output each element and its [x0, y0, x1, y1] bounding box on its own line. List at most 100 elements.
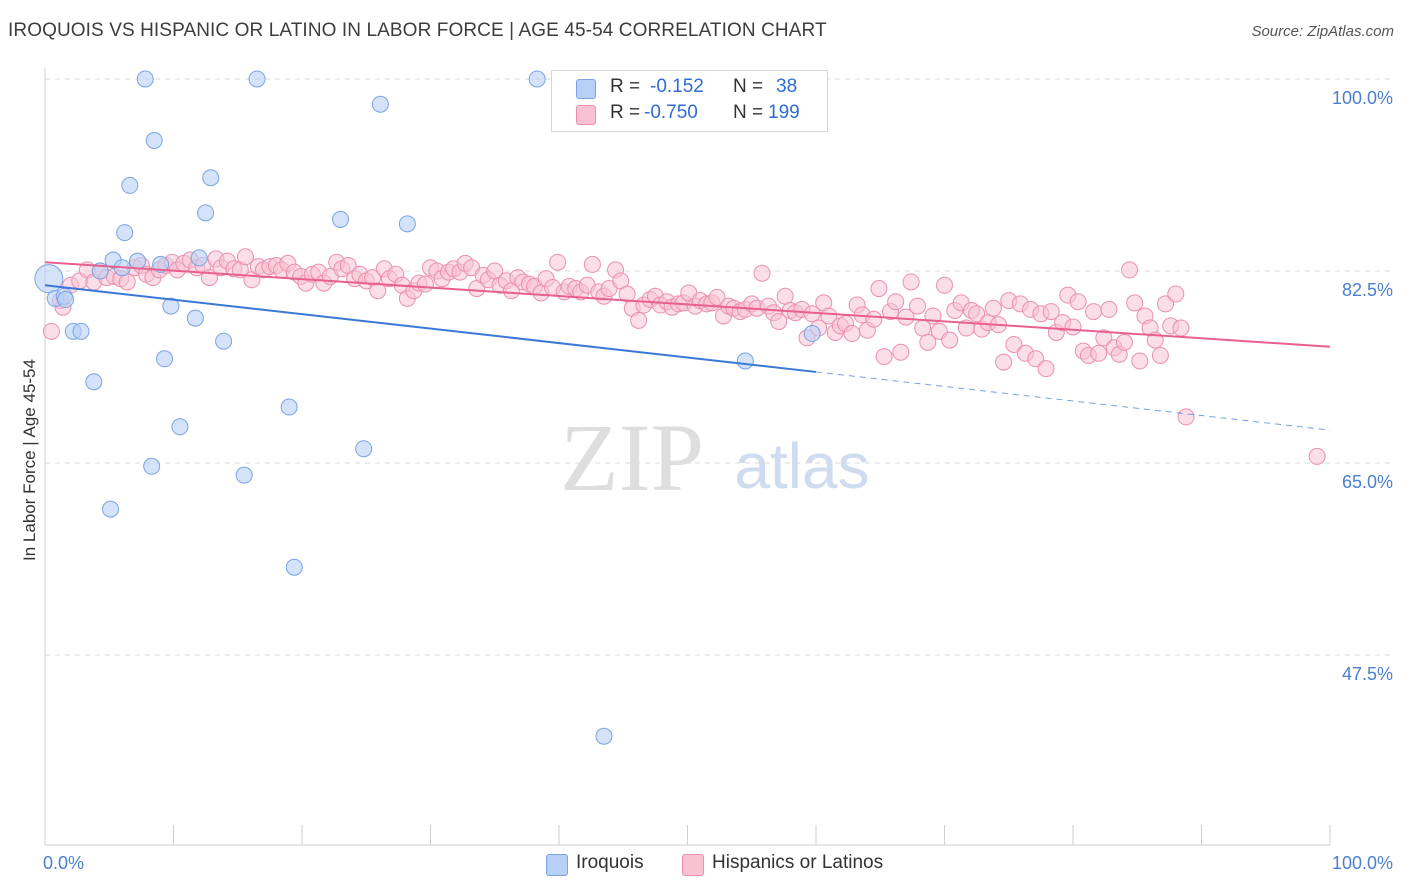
bottom-legend-iroquois-label: Iroquois — [576, 852, 644, 873]
legend-r-label: R = — [610, 102, 641, 123]
iroquois-point — [202, 169, 220, 187]
hispanic-point — [1064, 318, 1082, 336]
source-label: Source: ZipAtlas.com — [1251, 23, 1394, 40]
hispanic-point — [984, 299, 1002, 317]
iroquois-point — [152, 255, 170, 273]
hispanic-point — [936, 276, 953, 294]
iroquois-swatch — [576, 79, 596, 99]
hispanic-point — [708, 288, 726, 306]
hispanic-point — [887, 293, 905, 311]
hispanic-point — [843, 325, 861, 343]
y-tick-label: 82.5% — [1342, 280, 1393, 300]
iroquois-point — [355, 440, 373, 458]
iroquois-point — [190, 249, 208, 267]
iroquois-point — [215, 332, 233, 350]
iroquois-point — [280, 398, 298, 416]
hispanic-point — [1157, 295, 1175, 313]
iroquois-point — [116, 224, 134, 242]
y-tick-label: 47.5% — [1342, 664, 1393, 684]
legend-r-value: -0.152 — [650, 76, 704, 97]
hispanic-point — [1151, 346, 1169, 364]
iroquois-point — [595, 727, 613, 745]
y-tick-label: 100.0% — [1332, 88, 1393, 108]
iroquois-point — [398, 215, 416, 233]
hispanic-point — [820, 307, 838, 325]
legend-r-label: R = — [610, 76, 641, 97]
hispanic-point — [892, 343, 910, 361]
hispanic-point — [583, 255, 601, 273]
hispanic-point — [1005, 336, 1023, 354]
hispanic-point — [1037, 360, 1055, 378]
hispanic-point — [549, 253, 567, 271]
hispanic-point — [1167, 285, 1185, 303]
iroquois-points — [34, 70, 821, 745]
chart-title: IROQUOIS VS HISPANIC OR LATINO IN LABOR … — [8, 20, 827, 41]
iroquois-point — [371, 95, 389, 113]
hispanic-point — [1115, 333, 1133, 351]
hispanic-point — [897, 308, 915, 326]
hispanic-point — [1308, 447, 1326, 465]
hispanic-point — [1131, 352, 1149, 370]
legend-n-value: 38 — [776, 76, 798, 97]
hispanic-point — [865, 310, 883, 328]
hispanic-point — [776, 287, 794, 305]
legend-r-value: -0.750 — [644, 102, 698, 123]
hispanic-point — [941, 331, 959, 349]
iroquois-point — [129, 252, 147, 270]
iroquois-point — [332, 210, 350, 228]
iroquois-point — [736, 352, 754, 370]
hispanic-point — [968, 305, 986, 323]
hispanic-point — [902, 273, 920, 291]
hispanic-point — [1027, 350, 1045, 368]
hispanic-point — [870, 280, 888, 298]
hispanic-point — [1042, 303, 1060, 321]
iroquois-point — [121, 176, 139, 194]
hispanic-point — [42, 322, 60, 340]
hispanic-point — [995, 353, 1013, 371]
watermark-zip: ZIP — [560, 404, 704, 511]
x-tick-label: 100.0% — [1332, 853, 1393, 873]
iroquois-point — [145, 131, 163, 149]
legend-n-label: N = — [733, 76, 764, 97]
hispanic-point — [875, 348, 893, 366]
hispanic-point — [416, 275, 434, 293]
iroquois-point — [34, 264, 64, 294]
hispanic-point — [630, 311, 648, 329]
legend-n-value: 199 — [768, 102, 800, 123]
hispanic-point — [919, 333, 937, 351]
trend-lines — [44, 261, 1331, 431]
bottom-legend-hispanic-label: Hispanics or Latinos — [712, 852, 884, 873]
iroquois-swatch — [546, 854, 568, 876]
x-tick-label: 0.0% — [43, 853, 84, 873]
bottom-legend: Iroquois Hispanics or Latinos — [0, 852, 1406, 878]
tick-labels: 47.5% 65.0% 82.5% 100.0% 0.0% 100.0% — [43, 88, 1393, 873]
iroquois-point — [171, 418, 189, 436]
legend-box: R = -0.152 N = 38 R = -0.750 N = 199 — [551, 70, 828, 132]
hispanic-trend-line — [44, 261, 1331, 348]
legend-n-label: N = — [733, 102, 764, 123]
hispanic-point — [1172, 319, 1190, 337]
iroquois-point — [803, 325, 821, 343]
iroquois-point — [162, 297, 180, 315]
hispanic-point — [1095, 329, 1113, 347]
hispanic-point — [770, 312, 788, 330]
hispanic-point — [1177, 408, 1195, 426]
iroquois-point — [285, 558, 303, 576]
hispanic-point — [1090, 344, 1108, 362]
iroquois-point — [235, 466, 253, 484]
watermark: ZIP atlas — [560, 404, 870, 511]
iroquois-point — [102, 500, 120, 518]
iroquois-point — [528, 70, 546, 88]
hispanic-swatch — [576, 105, 596, 125]
hispanic-point — [1085, 303, 1103, 321]
iroquois-point — [85, 373, 103, 391]
hispanic-point — [369, 282, 387, 300]
iroquois-point — [186, 309, 204, 327]
iroquois-trend-extension — [815, 371, 1331, 431]
grid-lines — [45, 78, 1395, 656]
iroquois-point — [197, 204, 215, 222]
hispanic-point — [1121, 261, 1139, 279]
iroquois-point — [57, 291, 75, 309]
hispanic-swatch — [682, 854, 704, 876]
